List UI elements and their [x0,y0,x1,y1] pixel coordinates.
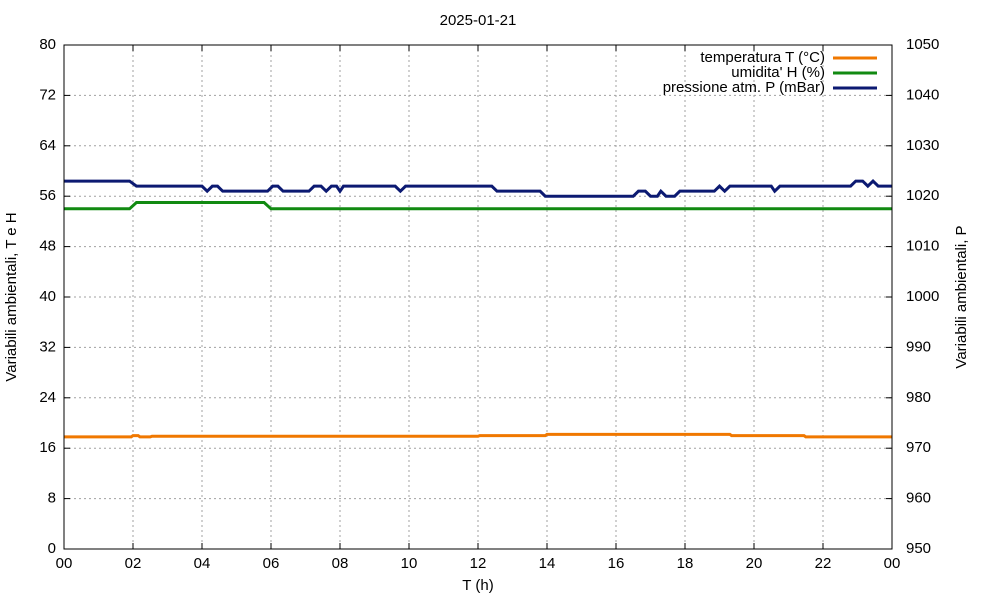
y-tick-label: 80 [39,36,56,53]
x-tick-label: 04 [194,555,211,572]
y2-tick-label: 1040 [906,86,939,103]
x-tick-label: 16 [608,555,625,572]
y-axis-label: Variabili ambientali, T e H [3,212,20,381]
x-tick-label: 00 [884,555,901,572]
y2-tick-label: 1010 [906,238,939,255]
x-tick-label: 12 [470,555,487,572]
y-tick-label: 40 [39,288,56,305]
y-tick-label: 8 [48,490,56,507]
legend-label: pressione atm. P (mBar) [663,79,825,96]
series-line [64,432,892,439]
x-tick-label: 18 [677,555,694,572]
y-tick-label: 0 [48,540,56,557]
x-tick-label: 22 [815,555,832,572]
y2-tick-label: 990 [906,338,931,355]
y2-axis-label: Variabili ambientali, P [953,225,970,368]
y2-tick-label: 1020 [906,187,939,204]
y2-tick-label: 1030 [906,137,939,154]
series-line [64,201,892,211]
y2-tick-label: 980 [906,389,931,406]
y2-tick-label: 1000 [906,288,939,305]
x-tick-label: 10 [401,555,418,572]
x-tick-label: 02 [125,555,142,572]
y2-tick-label: 950 [906,540,931,557]
y-tick-label: 32 [39,338,56,355]
y-tick-label: 56 [39,187,56,204]
x-tick-label: 14 [539,555,556,572]
x-tick-label: 00 [56,555,73,572]
y2-tick-label: 1050 [906,36,939,53]
x-tick-label: 06 [263,555,280,572]
legend-label: temperatura T (°C) [700,49,825,66]
legend-label: umidita' H (%) [731,64,825,81]
y2-tick-label: 960 [906,490,931,507]
x-tick-label: 08 [332,555,349,572]
y-tick-label: 72 [39,86,56,103]
plot-frame [63,44,893,550]
chart-title: 2025-01-21 [440,12,517,29]
y2-tick-label: 970 [906,439,931,456]
series-line [64,178,892,198]
x-tick-label: 20 [746,555,763,572]
y-tick-label: 64 [39,137,56,154]
y-tick-label: 48 [39,238,56,255]
x-axis-label: T (h) [462,577,493,594]
y-tick-label: 16 [39,439,56,456]
y-tick-label: 24 [39,389,56,406]
